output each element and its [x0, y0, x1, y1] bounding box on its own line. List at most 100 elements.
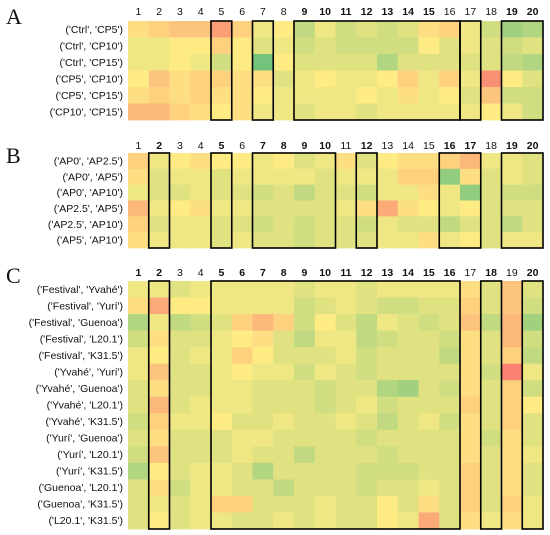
heatmap-cell-b	[252, 216, 274, 233]
heatmap-cell-c	[397, 281, 419, 298]
column-label-b-19: 19	[506, 140, 518, 152]
heatmap-cell-b	[128, 200, 150, 217]
heatmap-cell-a	[252, 87, 274, 104]
panel-letter-c: C	[6, 263, 21, 288]
heatmap-cell-b	[148, 168, 170, 186]
heatmap-cell-c	[439, 330, 461, 348]
heatmap-cell-a	[522, 54, 544, 71]
heatmap-cell-c	[418, 462, 440, 480]
heatmap-cell-c	[460, 330, 482, 348]
heatmap-cell-c	[480, 413, 502, 431]
heatmap-cell-a	[294, 37, 316, 55]
heatmap-cell-c	[169, 495, 191, 513]
heatmap-cell-c	[439, 347, 461, 365]
heatmap-cell-b	[377, 216, 399, 233]
heatmap-cell-b	[397, 200, 419, 217]
heatmap-cell-c	[335, 396, 357, 414]
heatmap-cell-b	[460, 216, 482, 233]
heatmap-cell-b	[148, 184, 170, 201]
heatmap-cell-c	[397, 512, 419, 530]
heatmap-cell-c	[273, 462, 295, 480]
heatmap-cell-c	[439, 495, 461, 513]
heatmap-cell-b	[169, 232, 191, 249]
heatmap-cell-c	[501, 380, 523, 398]
heatmap-cell-a	[231, 103, 253, 121]
heatmap-cell-b	[439, 200, 461, 217]
column-label-b-16: 16	[444, 140, 456, 152]
heatmap-cell-b	[377, 232, 399, 249]
heatmap-cell-a	[273, 54, 295, 71]
heatmap-cell-a	[356, 70, 378, 88]
heatmap-cell-b	[148, 232, 170, 249]
heatmap-cell-c	[439, 512, 461, 530]
heatmap-cell-c	[252, 281, 274, 298]
heatmap-cell-a	[522, 37, 544, 55]
heatmap-cell-c	[169, 446, 191, 464]
heatmap-cell-a	[148, 87, 170, 104]
heatmap-cell-a	[211, 87, 233, 104]
heatmap-cell-a	[148, 37, 170, 55]
heatmap-cell-c	[356, 380, 378, 398]
heatmap-cell-c	[294, 462, 316, 480]
heatmap-cell-b	[501, 153, 523, 170]
heatmap-cell-b	[439, 184, 461, 201]
heatmap-cell-a	[314, 87, 336, 104]
heatmap-cell-c	[294, 413, 316, 431]
row-label-b-4: ('AP2.5', 'AP5')	[54, 203, 123, 215]
heatmap-cell-a	[211, 54, 233, 71]
column-label-a-17: 17	[465, 6, 477, 18]
heatmap-cell-c	[128, 396, 150, 414]
heatmap-cell-c	[439, 363, 461, 381]
heatmap-cell-c	[231, 495, 253, 513]
heatmap-cell-b	[460, 200, 482, 217]
heatmap-cell-c	[377, 396, 399, 414]
heatmap-cell-c	[252, 413, 274, 431]
heatmap-cell-b	[418, 168, 440, 186]
heatmap-cell-c	[148, 297, 170, 315]
heatmap-cell-c	[169, 396, 191, 414]
heatmap-cell-a	[501, 21, 523, 38]
heatmap-cell-c	[356, 396, 378, 414]
heatmap-cell-a	[397, 70, 419, 88]
heatmap-cell-a	[397, 21, 419, 38]
row-label-a-1: ('Ctrl', 'CP5')	[65, 24, 123, 36]
heatmap-cell-a	[294, 103, 316, 121]
heatmap-cell-c	[460, 479, 482, 497]
heatmap-cell-c	[314, 380, 336, 398]
heatmap-cell-a	[335, 21, 357, 38]
row-label-c-10: ('Yurí', 'Guenoa')	[46, 433, 123, 445]
heatmap-cell-c	[231, 330, 253, 348]
heatmap-cell-a	[335, 54, 357, 71]
heatmap-cell-c	[314, 363, 336, 381]
heatmap-cell-b	[231, 216, 253, 233]
heatmap-cell-c	[314, 330, 336, 348]
heatmap-cell-c	[501, 396, 523, 414]
heatmap-cell-c	[418, 281, 440, 298]
heatmap-cell-b	[377, 200, 399, 217]
heatmap-cell-b	[522, 232, 544, 249]
heatmap-cell-b	[418, 216, 440, 233]
heatmap-cell-c	[418, 380, 440, 398]
heatmap-cell-a	[418, 21, 440, 38]
heatmap-cell-c	[460, 495, 482, 513]
column-label-b-13: 13	[382, 140, 394, 152]
column-label-c-19: 19	[506, 267, 518, 279]
heatmap-cell-c	[169, 479, 191, 497]
heatmap-cell-b	[273, 184, 295, 201]
heatmap-cell-b	[252, 168, 274, 186]
heatmap-cell-c	[128, 413, 150, 431]
heatmap-cell-c	[418, 446, 440, 464]
heatmap-cell-c	[294, 512, 316, 530]
heatmap-cell-b	[460, 184, 482, 201]
column-label-b-14: 14	[402, 140, 414, 152]
heatmap-cell-c	[148, 479, 170, 497]
heatmap-cell-b	[418, 184, 440, 201]
heatmap-cell-b	[294, 232, 316, 249]
heatmap-cell-c	[231, 380, 253, 398]
heatmap-cell-c	[190, 429, 212, 447]
heatmap-cell-a	[169, 103, 191, 121]
heatmap-cell-c	[190, 347, 212, 365]
heatmap-cell-c	[252, 314, 274, 331]
heatmap-cell-b	[148, 153, 170, 170]
heatmap-cell-a	[273, 87, 295, 104]
